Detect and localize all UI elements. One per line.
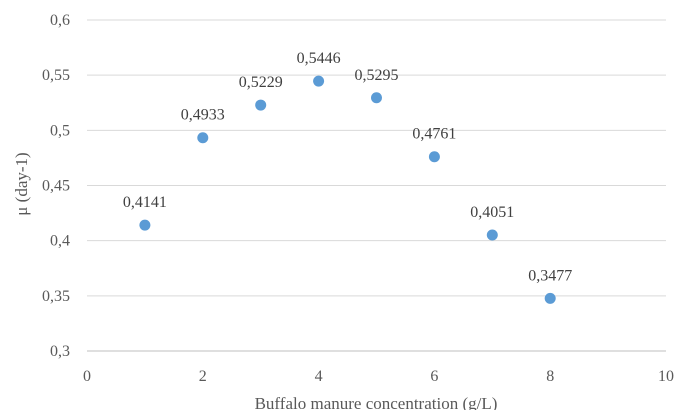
data-label: 0,4761 [412, 126, 456, 143]
x-tick-label: 0 [83, 368, 91, 385]
data-label: 0,4141 [123, 194, 167, 211]
x-tick-label: 10 [658, 368, 674, 385]
data-label: 0,5229 [239, 74, 283, 91]
data-point [544, 292, 556, 304]
data-point [428, 151, 440, 163]
data-label: 0,3477 [528, 267, 572, 284]
y-tick-label: 0,5 [50, 122, 70, 139]
x-axis-title: Buffalo manure concentration (g/L) [255, 394, 498, 410]
data-label: 0,4933 [181, 107, 225, 124]
x-tick-labels: 0 2 4 6 8 10 [83, 368, 674, 385]
y-tick-label: 0,55 [42, 67, 70, 84]
y-tick-label: 0,6 [50, 12, 70, 29]
x-tick-label: 8 [546, 368, 554, 385]
gridlines [87, 19, 666, 297]
y-axis-title: μ (day-1) [12, 152, 31, 215]
y-tick-label: 0,45 [42, 178, 70, 195]
data-point [486, 229, 498, 241]
y-tick-label: 0,4 [50, 233, 70, 250]
data-point [313, 75, 325, 87]
data-label: 0,5295 [355, 67, 399, 84]
x-tick-label: 4 [315, 368, 323, 385]
y-tick-labels: 0,3 0,35 0,4 0,45 0,5 0,55 0,6 [42, 12, 70, 360]
data-points [139, 75, 556, 304]
x-tick-label: 2 [199, 368, 207, 385]
data-label: 0,4051 [470, 204, 514, 221]
y-tick-label: 0,3 [50, 343, 70, 360]
data-label: 0,5446 [297, 50, 341, 67]
x-tick-label: 6 [430, 368, 438, 385]
data-point [371, 92, 382, 104]
data-point [139, 219, 151, 231]
data-point [197, 132, 209, 144]
data-labels: 0,4141 0,4933 0,5229 0,5446 0,5295 0,4761 0,40… [123, 50, 572, 284]
data-point [255, 99, 267, 111]
y-tick-label: 0,35 [42, 288, 70, 305]
